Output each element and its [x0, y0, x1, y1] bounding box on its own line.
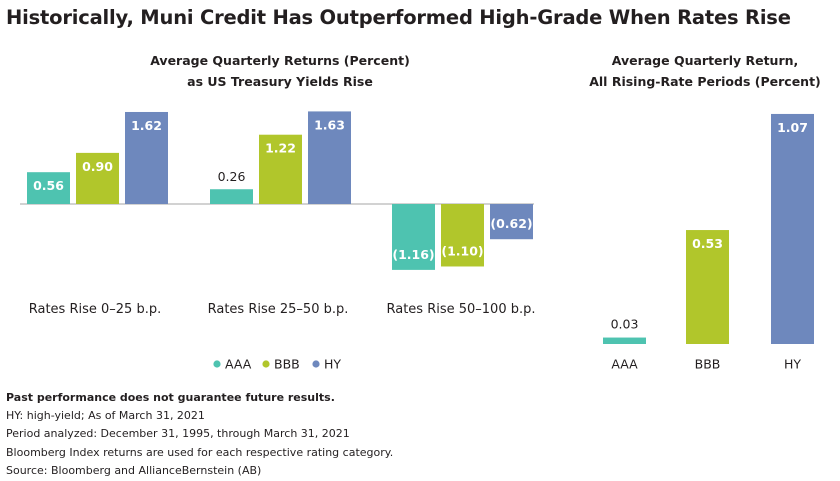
chart1-title: Average Quarterly Returns (Percent) as U…: [130, 50, 430, 92]
category-label: BBB: [695, 357, 721, 372]
bar-hy: [490, 204, 533, 240]
data-label: 0.26: [218, 169, 246, 184]
chart1-title-line2: as US Treasury Yields Rise: [187, 74, 373, 89]
bar-hy: [308, 111, 351, 204]
category-label: Rates Rise 0–25 b.p.: [29, 302, 161, 317]
page-title: Historically, Muni Credit Has Outperform…: [6, 6, 791, 29]
category-label: Rates Rise 25–50 b.p.: [208, 302, 349, 317]
footnote-line: Source: Bloomberg and AllianceBernstein …: [6, 463, 262, 477]
rising-rate-bar-chart: 0.03 AAA 0.53 BBB 1.07 HY: [603, 113, 814, 372]
bar-bbb: [76, 152, 119, 204]
data-label: 0.56: [33, 178, 64, 193]
bar-aaa: [210, 189, 253, 204]
chart1-title-line1: Average Quarterly Returns (Percent): [150, 53, 410, 68]
data-label: 0.90: [82, 159, 113, 174]
bar-hy: [125, 111, 168, 204]
data-label: 1.22: [265, 141, 296, 156]
chart2-title-line2: All Rising-Rate Periods (Percent): [589, 74, 821, 89]
data-label: 0.53: [692, 236, 723, 251]
data-label: 1.62: [131, 118, 162, 133]
footnote-line: Period analyzed: December 31, 1995, thro…: [6, 427, 350, 441]
legend-label: BBB: [274, 357, 300, 372]
legend-label: HY: [324, 357, 341, 372]
data-label: (1.10): [441, 243, 483, 258]
footnotes: Past performance does not guarantee futu…: [6, 389, 393, 480]
chart2-title: Average Quarterly Return, All Rising-Rat…: [560, 50, 840, 92]
legend-marker-hy: [312, 360, 320, 368]
legend-label: AAA: [225, 357, 252, 372]
category-label: HY: [784, 357, 801, 372]
footnote-line: HY: high-yield; As of March 31, 2021: [6, 409, 205, 423]
chart2-title-line1: Average Quarterly Return,: [611, 53, 799, 68]
bar-aaa: [27, 172, 70, 204]
grouped-bar-chart: 0.56 0.26 (1.16) 0.90 1.22 (1.10) 1.62 1.63 (0.6…: [20, 111, 536, 317]
data-label: (1.16): [392, 247, 434, 262]
category-label: AAA: [611, 357, 638, 372]
legend-marker-aaa: [213, 360, 221, 368]
bar-aaa: [392, 204, 435, 270]
legend-marker-bbb: [262, 360, 270, 368]
bar-bbb: [686, 230, 729, 344]
bar-aaa: [603, 337, 646, 344]
disclaimer: Past performance does not guarantee futu…: [6, 391, 335, 404]
bar-bbb: [259, 134, 302, 204]
data-label: (0.62): [490, 216, 532, 231]
bar-hy: [771, 113, 814, 344]
data-label: 1.63: [314, 117, 345, 132]
data-label: 1.07: [777, 120, 808, 135]
footnote-line: Bloomberg Index returns are used for eac…: [6, 445, 394, 459]
data-label: 0.03: [611, 317, 639, 332]
bar-bbb: [441, 204, 484, 267]
chart-legend: AAA BBB HY: [213, 357, 341, 372]
category-label: Rates Rise 50–100 b.p.: [386, 302, 535, 317]
